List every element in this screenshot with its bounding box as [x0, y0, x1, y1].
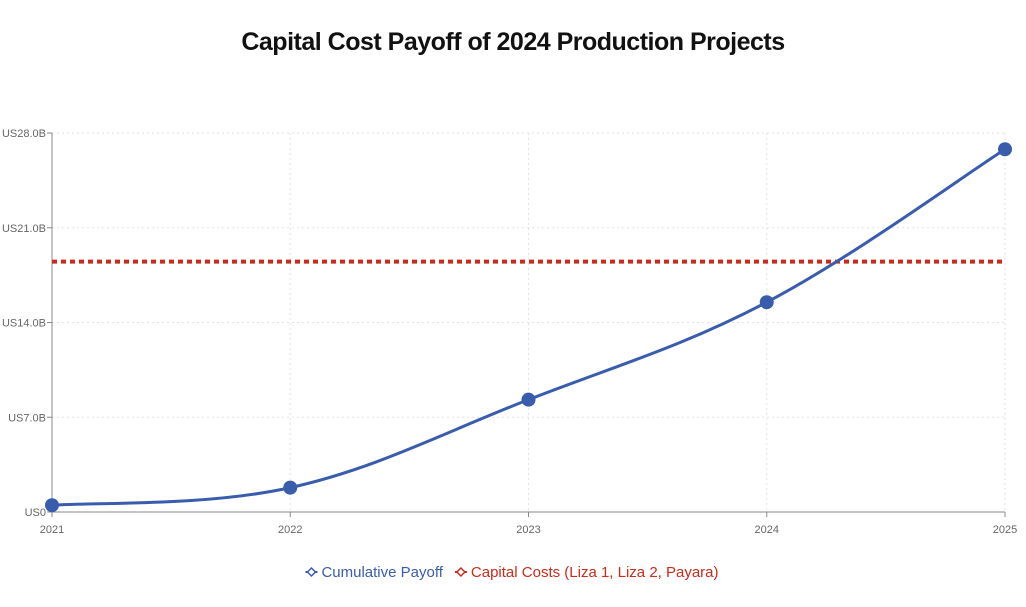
x-tick-label: 2025	[993, 524, 1017, 536]
y-tick-label: US14.0B	[2, 318, 46, 330]
diamond-icon	[306, 566, 317, 578]
chart-title: Capital Cost Payoff of 2024 Production P…	[241, 28, 785, 56]
y-tick-label: US7.0B	[8, 412, 46, 424]
legend-label: Capital Costs (Liza 1, Liza 2, Payara)	[471, 564, 719, 581]
series-cumulative-payoff-line	[51, 147, 1006, 507]
cumulative-payoff-point	[45, 498, 59, 513]
x-tick-label: 2021	[40, 524, 64, 536]
cumulative-payoff-point	[283, 480, 298, 495]
x-tick-label: 2023	[516, 524, 540, 536]
diamond-icon	[455, 566, 466, 578]
cumulative-payoff-point	[759, 295, 774, 310]
y-tick-label: US28.0B	[2, 128, 46, 140]
y-tick-label: US0	[25, 507, 46, 519]
x-tick-label: 2024	[755, 524, 779, 536]
legend-item[interactable]: Cumulative Payoff	[305, 564, 444, 581]
x-tick-label: 2022	[278, 524, 302, 536]
cumulative-payoff-point	[521, 392, 536, 407]
legend-label: Cumulative Payoff	[321, 564, 443, 581]
legend-item[interactable]: Capital Costs (Liza 1, Liza 2, Payara)	[454, 564, 719, 581]
y-tick-label: US21.0B	[2, 223, 46, 235]
cumulative-payoff-point	[998, 142, 1012, 157]
